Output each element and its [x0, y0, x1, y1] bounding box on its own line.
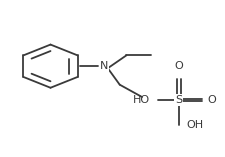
- Text: N: N: [99, 61, 108, 71]
- Text: OH: OH: [186, 120, 203, 130]
- Text: O: O: [207, 95, 216, 105]
- Text: HO: HO: [132, 95, 149, 105]
- Text: S: S: [175, 95, 182, 105]
- Text: O: O: [174, 61, 182, 71]
